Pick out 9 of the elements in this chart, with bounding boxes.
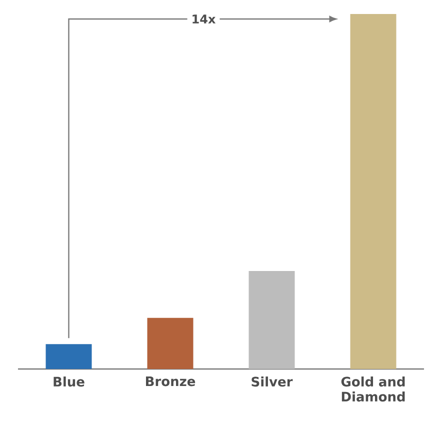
x-tick-label: Silver	[252, 376, 293, 387]
annotation: 14x	[192, 14, 216, 24]
bar	[46, 344, 92, 369]
bar	[248, 271, 295, 369]
x-tick-label: Blue	[54, 376, 84, 387]
x-tick-label: Bronze	[146, 376, 196, 386]
bar	[350, 14, 396, 369]
x-tick-label: Gold and Diamond	[341, 376, 405, 402]
bar	[147, 318, 194, 369]
